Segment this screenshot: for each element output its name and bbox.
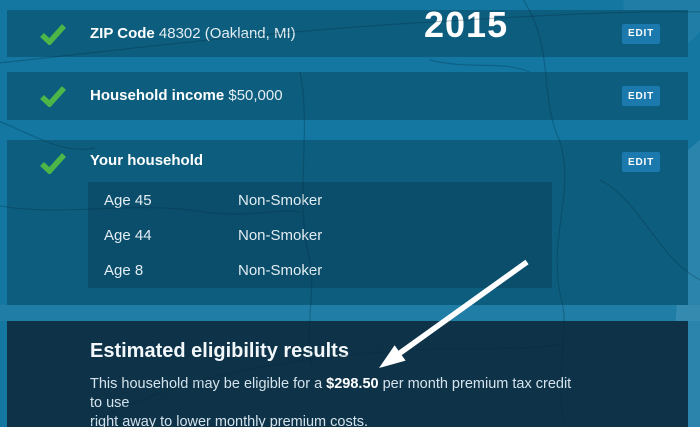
household-member-row: Age 8 Non-Smoker [88,253,552,288]
results-title: Estimated eligibility results [90,340,349,362]
household-member-row: Age 45 Non-Smoker [88,183,552,218]
step-label: ZIP Code [90,24,155,42]
check-icon [40,86,66,107]
step-value: 48302 (Oakland, MI) [158,24,296,42]
step-row-zipcode: ZIP Code 48302 (Oakland, MI) EDIT [7,10,688,57]
step-label: Your household [90,152,204,169]
edit-income-button[interactable]: EDIT [622,86,660,106]
step-text-income: Household income $50,000 [90,86,283,106]
member-age: Age 44 [104,227,152,244]
edit-zipcode-button[interactable]: EDIT [622,23,660,44]
step-row-household: Your household EDIT Age 45 Non-Smoker Ag… [7,140,688,305]
household-member-row: Age 44 Non-Smoker [88,218,552,253]
member-age: Age 8 [104,262,144,279]
step-text-household: Your household [90,151,203,171]
step-text-zipcode: ZIP Code 48302 (Oakland, MI) [90,24,296,44]
results-body-prefix: This household may be eligible for a [90,376,327,392]
check-icon [40,153,66,174]
results-body: This household may be eligible for a $29… [90,375,580,427]
results-panel: Estimated eligibility results This house… [7,321,688,427]
member-age: Age 45 [104,192,152,209]
results-body-line2: right away to lower monthly premium cost… [90,414,369,427]
plan-year: 2015 [424,4,509,45]
member-smoking-status: Non-Smoker [238,192,323,209]
step-row-income: Household income $50,000 EDIT [7,72,688,120]
step-value: $50,000 [228,87,283,104]
household-members-table: Age 45 Non-Smoker Age 44 Non-Smoker Age … [88,182,552,288]
results-body-suffix: per month premium tax credit to use [90,376,572,411]
edit-household-button[interactable]: EDIT [622,152,660,172]
check-icon [40,23,66,45]
member-smoking-status: Non-Smoker [238,262,323,279]
member-smoking-status: Non-Smoker [238,227,323,244]
step-label: Household income [90,87,225,104]
premium-tax-credit-amount: $298.50 [326,376,379,392]
